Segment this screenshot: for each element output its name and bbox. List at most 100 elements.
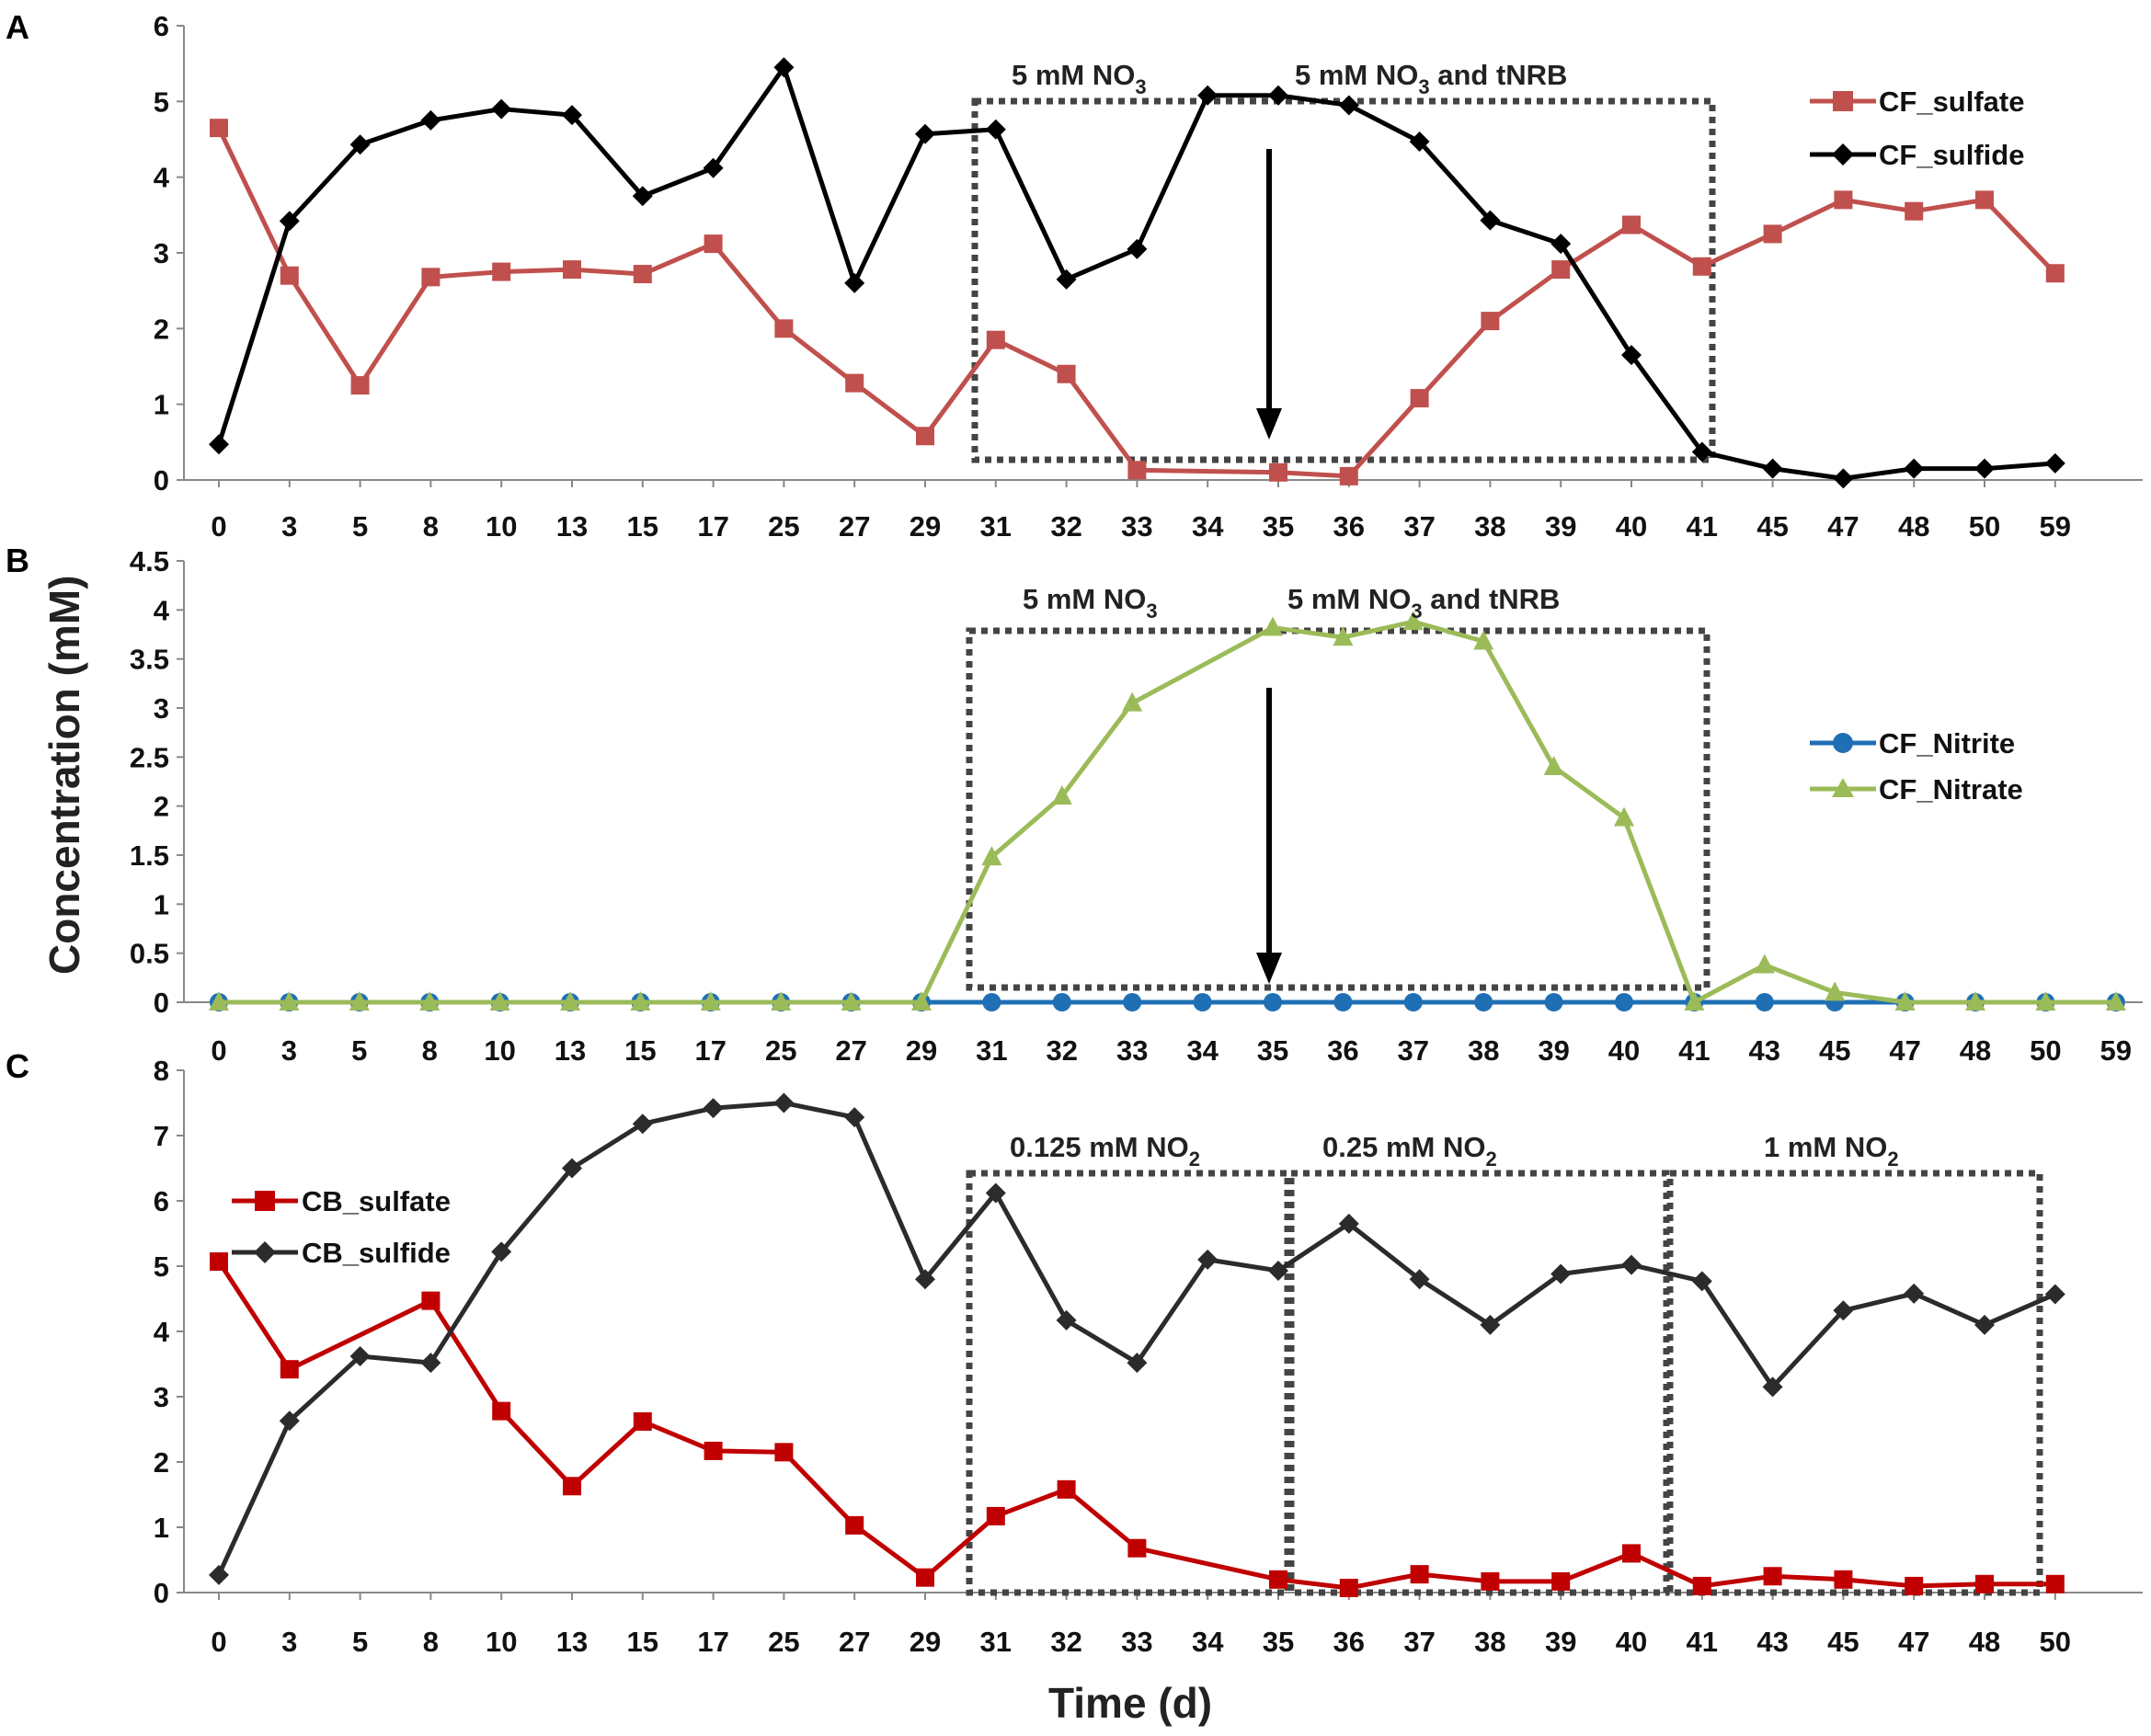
panel-c-y-tick-label: 2	[154, 1446, 169, 1479]
data-point-cf-nitrate	[1965, 991, 1985, 1011]
data-point-cf-nitrate	[1894, 991, 1916, 1011]
data-point-cf-sulfate	[421, 268, 440, 287]
data-point-cf-nitrate	[349, 991, 370, 1011]
panel-a-x-tick-label: 29	[910, 510, 941, 542]
data-point-cf-nitrate	[1754, 954, 1775, 974]
panel-a-x-tick-label: 50	[1969, 510, 2000, 542]
panel-b-x-tick-label: 35	[1257, 1034, 1288, 1067]
legend-cf-nitrite-marker	[1833, 733, 1853, 753]
data-point-cf-nitrite	[1193, 993, 1212, 1011]
panel-a-x-tick-label: 3	[281, 510, 297, 542]
panel-a-x-tick-label: 31	[980, 510, 1012, 542]
data-point-cb-sulfide	[1480, 1314, 1501, 1335]
data-point-cb-sulfate	[563, 1477, 581, 1496]
panel-a-series	[209, 57, 2065, 489]
panel-a-x-tick-label: 40	[1616, 510, 1647, 542]
panel-a-x-tick-label: 33	[1121, 510, 1152, 542]
data-point-cf-nitrate	[981, 846, 1002, 866]
data-point-cb-sulfate	[492, 1401, 511, 1421]
panel-a-x-tick-label: 47	[1827, 510, 1859, 542]
legend-cb-sulfide-label: CB_sulfide	[302, 1237, 451, 1269]
panel-a-x-tick-label: 5	[352, 510, 368, 542]
data-point-cf-sulfide	[1974, 458, 1995, 479]
data-point-cf-nitrate	[1333, 626, 1354, 646]
data-point-cb-sulfide	[1550, 1263, 1572, 1285]
data-point-cf-sulfide	[1409, 131, 1430, 152]
data-point-cf-sulfide	[1127, 238, 1148, 259]
data-point-cf-sulfate	[845, 373, 864, 393]
panel-b-x-tick-label: 47	[1889, 1034, 1920, 1067]
data-point-cf-sulfate	[210, 119, 228, 138]
data-point-cf-nitrite	[1403, 993, 1423, 1011]
panel-a-annotation-1: 5 mM NO3	[1012, 59, 1147, 98]
panel-c-annotation-boxes	[966, 1170, 2043, 1596]
panel-c-y-tick-label: 1	[154, 1512, 169, 1544]
data-point-cf-nitrite	[1615, 993, 1633, 1011]
panel-b-y-tick-label: 2.5	[130, 741, 169, 773]
panel-c-annotation-box	[1287, 1170, 1670, 1596]
panel-b-annotation-boxes	[966, 627, 1711, 991]
data-point-cf-nitrate	[209, 991, 229, 1011]
panel-a-x-tick-label: 48	[1898, 510, 1929, 542]
data-point-cb-sulfate	[633, 1411, 652, 1431]
data-point-cf-sulfate	[2045, 264, 2065, 283]
panel-b-x-tick-label: 38	[1468, 1034, 1499, 1067]
panel-b-x-tick-label: 34	[1186, 1034, 1219, 1067]
data-point-cf-sulfide	[349, 134, 371, 155]
data-point-cb-sulfide	[279, 1410, 300, 1432]
panel-a-legend: CF_sulfate CF_sulfide	[1810, 86, 2024, 171]
data-point-cf-sulfate	[563, 260, 581, 280]
panel-b-x-tick-label: 13	[555, 1034, 586, 1067]
data-point-cf-sulfide	[1904, 458, 1925, 479]
panel-a-x-tick-label: 10	[486, 510, 517, 542]
data-point-cf-sulfide	[773, 57, 795, 78]
panel-c-annotation-box	[966, 1170, 1291, 1596]
panel-c-x-tick-label: 0	[211, 1626, 226, 1658]
data-point-cf-nitrate	[630, 991, 651, 1011]
panel-c-x-tick-label: 33	[1121, 1626, 1152, 1658]
panel-b-x-tick-label: 5	[351, 1034, 367, 1067]
panel-b-letter: B	[6, 542, 29, 579]
panel-a-x-tick-label: 38	[1474, 510, 1505, 542]
data-point-cf-sulfate	[1975, 190, 1994, 210]
data-point-cf-nitrate	[1263, 616, 1283, 636]
panel-b-arrow	[1256, 688, 1282, 984]
data-point-cf-nitrate	[1122, 691, 1143, 712]
data-point-cf-nitrite	[982, 993, 1001, 1011]
data-point-cf-sulfate	[633, 265, 652, 284]
data-point-cf-sulfide	[985, 119, 1006, 140]
data-point-cf-nitrite	[1123, 993, 1142, 1011]
panel-c-x-tick-label: 47	[1898, 1626, 1929, 1658]
panel-c-x-tick-label: 39	[1545, 1626, 1576, 1658]
panel-a-y-tick-label: 5	[154, 86, 169, 118]
data-point-cb-sulfide	[632, 1114, 653, 1135]
panel-b-x-tick-label: 27	[835, 1034, 866, 1067]
panel-c-annotation-3: 1 mM NO2	[1764, 1131, 1899, 1171]
panel-b-x-tick-label: 50	[2030, 1034, 2061, 1067]
panel-c-x-tick-label: 13	[556, 1626, 588, 1658]
data-point-cb-sulfate	[986, 1506, 1005, 1525]
data-point-cf-sulfide	[703, 157, 724, 178]
panel-a-x-tick-label: 32	[1050, 510, 1081, 542]
data-point-cf-sulfate	[1057, 364, 1076, 383]
data-point-cf-sulfide	[915, 123, 935, 144]
data-point-cb-sulfate	[1269, 1570, 1287, 1589]
panel-c-x-tick-label: 45	[1827, 1626, 1859, 1658]
data-point-cf-nitrate	[1614, 806, 1634, 827]
data-point-cb-sulfide	[1904, 1283, 1925, 1304]
panel-c-x-tick-label: 50	[2040, 1626, 2071, 1658]
panel-c-x-tick-label: 31	[980, 1626, 1012, 1658]
data-point-cb-sulfide	[1197, 1249, 1219, 1270]
data-point-cf-sulfide	[1480, 210, 1501, 231]
data-point-cf-sulfate	[1692, 257, 1711, 276]
panel-b-x-tick-label: 45	[1819, 1034, 1850, 1067]
panel-c-x-tick-label: 15	[627, 1626, 658, 1658]
panel-c-y-tick-label: 6	[154, 1185, 169, 1217]
data-point-cb-sulfide	[1409, 1269, 1430, 1290]
data-point-cb-sulfate	[1551, 1571, 1571, 1591]
data-point-cf-sulfate	[1763, 224, 1782, 244]
data-point-cf-sulfate	[704, 234, 723, 254]
data-point-cf-sulfide	[2044, 452, 2065, 474]
panel-a-x-tick-label: 39	[1545, 510, 1576, 542]
